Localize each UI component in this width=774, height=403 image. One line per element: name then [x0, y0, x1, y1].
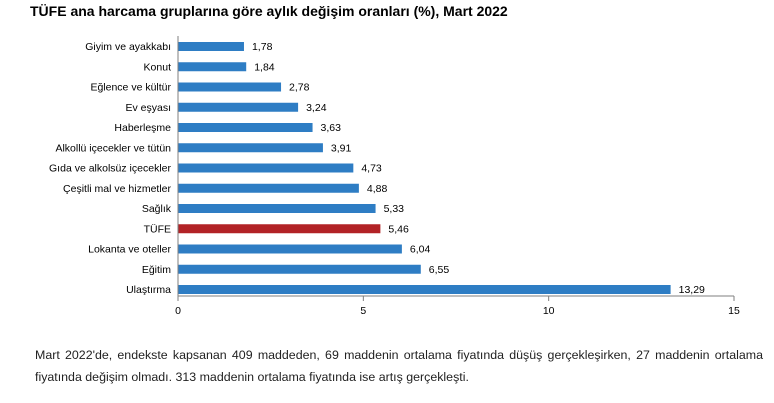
x-tick-label: 15 [728, 305, 740, 317]
bar-konut [178, 62, 247, 72]
bar-haberle-me [178, 123, 313, 132]
chart-title: TÜFE ana harcama gruplarına göre aylık d… [30, 3, 508, 19]
category-label: Gıda ve alkolsüz içecekler [49, 163, 171, 175]
x-tick-label: 10 [543, 305, 555, 317]
data-label: 3,63 [321, 122, 342, 134]
category-label: Konut [144, 61, 172, 73]
data-label: 6,55 [429, 264, 450, 276]
category-label: Giyim ve ayakkabı [85, 41, 171, 53]
data-label: 1,78 [252, 41, 273, 53]
data-label: 6,04 [410, 244, 431, 256]
category-label: Alkollü içecekler ve tütün [55, 142, 171, 154]
bar-e-itli-mal-ve-hizmetler [178, 183, 359, 193]
bar-chart: Giyim ve ayakkabı 1,78 Konut 1,84 Eğlence ve… [49, 36, 740, 317]
category-label: Çeşitli mal ve hizmetler [63, 183, 171, 195]
bar-ula-t-rma [178, 285, 671, 294]
category-label: TÜFE [144, 223, 171, 235]
category-label: Eğitim [142, 264, 171, 276]
bars-layer: Giyim ve ayakkabı 1,78 Konut 1,84 Eğlence ve… [49, 41, 705, 296]
category-label: Eğlence ve kültür [90, 82, 171, 94]
category-label: Sağlık [142, 203, 172, 215]
bar-ev-e-yas [178, 102, 299, 112]
bar-t-fe [178, 224, 381, 234]
category-label: Ev eşyası [125, 102, 171, 114]
bar-giyim-ve-ayakkab [178, 42, 244, 51]
category-label: Haberleşme [114, 122, 171, 134]
data-label: 1,84 [254, 61, 275, 73]
data-label: 13,29 [679, 284, 705, 296]
bar-lokanta-ve-oteller [178, 244, 402, 254]
data-label: 4,88 [367, 183, 388, 195]
data-label: 2,78 [289, 82, 310, 94]
caption-text: Mart 2022'de, endekste kapsanan 409 madd… [35, 348, 763, 384]
bar-e-itim [178, 264, 421, 274]
data-label: 5,33 [384, 203, 405, 215]
x-axis: 0 5 10 15 [175, 36, 740, 317]
x-tick-label: 5 [360, 305, 366, 317]
bar-e-lence-ve-k-lt-r [178, 82, 282, 92]
bar-g-da-ve-alkols-z-i-ecekler [178, 163, 354, 173]
bar-alkoll-i-ecekler-ve-t-t-n [178, 143, 323, 153]
data-label: 4,73 [361, 163, 382, 175]
category-label: Lokanta ve oteller [88, 244, 171, 256]
category-label: Ulaştırma [126, 284, 171, 296]
x-tick-label: 0 [175, 305, 181, 317]
bar-sa-l-k [178, 204, 376, 213]
data-label: 3,24 [306, 102, 327, 114]
data-label: 5,46 [388, 223, 409, 235]
data-label: 3,91 [331, 142, 352, 154]
